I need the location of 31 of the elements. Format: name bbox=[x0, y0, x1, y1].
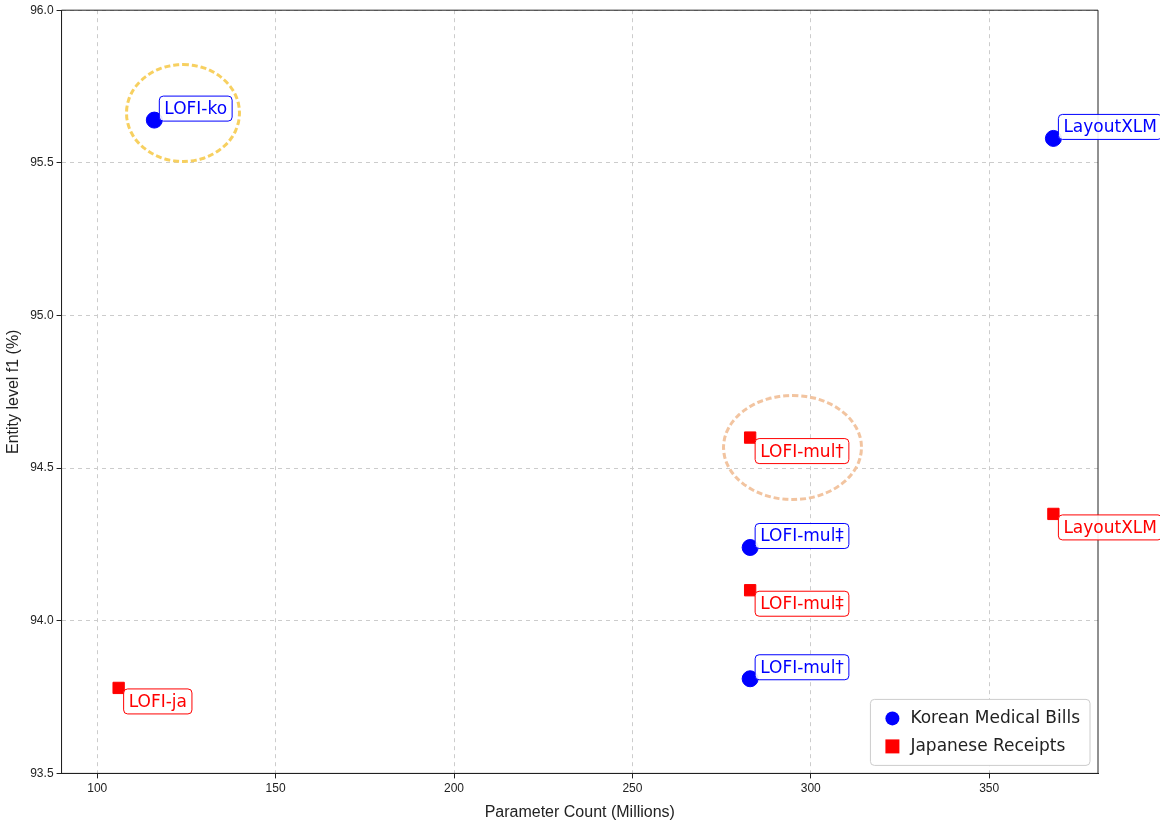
y-tick-label: 95.5 bbox=[30, 155, 54, 170]
y-axis-title: Entity level f1 (%) bbox=[4, 329, 22, 455]
annotation: LOFI-mul† bbox=[760, 440, 845, 461]
x-tick-label: 350 bbox=[979, 780, 1000, 795]
y-tick-label: 96.0 bbox=[30, 2, 54, 17]
x-tick-label: 300 bbox=[800, 780, 822, 795]
point bbox=[1047, 507, 1060, 521]
x-tick-label: 200 bbox=[444, 780, 465, 795]
y-tick-label: 94.0 bbox=[30, 613, 54, 628]
annotation: LayoutXLM bbox=[1063, 516, 1157, 537]
y-tick-label: 95.0 bbox=[30, 307, 54, 322]
point bbox=[1044, 129, 1062, 147]
x-tick-label: 150 bbox=[265, 780, 286, 795]
annotation: LOFI-mul† bbox=[760, 656, 845, 677]
annotation: LOFI-mul‡ bbox=[760, 593, 845, 614]
x-axis-title: Parameter Count (Millions) bbox=[484, 802, 675, 820]
annotation: LOFI-mul‡ bbox=[760, 525, 845, 546]
x-tick-label: 100 bbox=[87, 780, 108, 795]
y-tick-label: 94.5 bbox=[30, 460, 54, 475]
annotation: LOFI-ja bbox=[128, 690, 187, 711]
annotation: LayoutXLM bbox=[1063, 116, 1157, 137]
annotation: LOFI-ko bbox=[164, 98, 228, 119]
point bbox=[741, 538, 759, 556]
y-tick-label: 93.5 bbox=[30, 765, 54, 780]
legend-label: Korean Medical Bills bbox=[910, 706, 1081, 727]
point bbox=[743, 431, 757, 444]
x-tick-label: 250 bbox=[622, 780, 643, 795]
legend-label: Japanese Receipts bbox=[909, 734, 1066, 755]
point bbox=[112, 681, 125, 695]
point bbox=[743, 584, 757, 597]
point bbox=[145, 111, 163, 129]
